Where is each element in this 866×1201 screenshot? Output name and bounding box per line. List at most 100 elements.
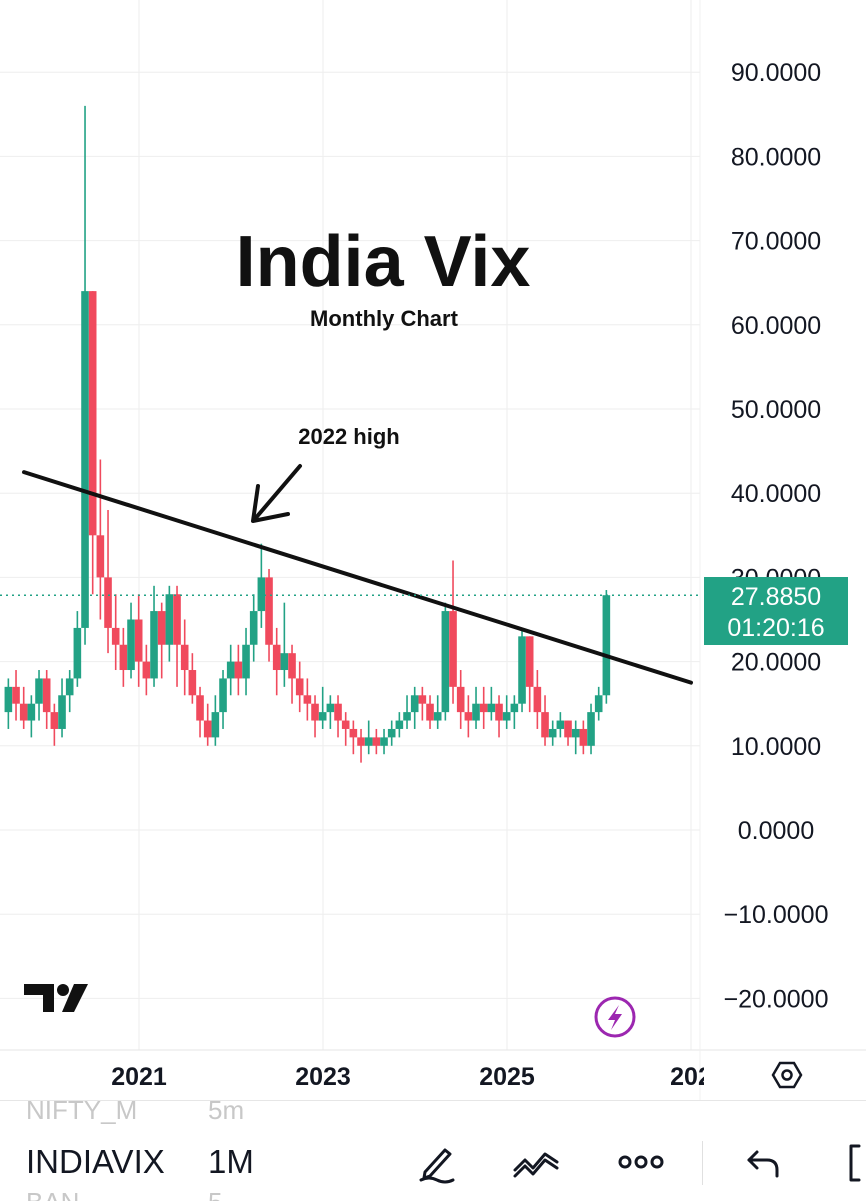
candle-body-down xyxy=(479,703,488,713)
indicators-button[interactable] xyxy=(510,1135,564,1189)
x-axis[interactable]: 2021 2023 2025 202 xyxy=(0,0,866,1100)
price-chart[interactable]: India Vix Monthly Chart 2022 high 90.0000 8… xyxy=(0,0,866,1100)
candle-body-up xyxy=(127,619,135,671)
y-tick-label: 60.0000 xyxy=(731,312,821,340)
candle-body-down xyxy=(464,712,473,721)
candle xyxy=(372,728,381,755)
candle-body-down xyxy=(456,686,465,713)
ghost-symbol-row-bottom[interactable]: BAN 5 xyxy=(26,1187,222,1201)
candle xyxy=(180,619,189,696)
y-tick-label: −10.0000 xyxy=(724,901,829,929)
candle-body-up xyxy=(433,712,442,721)
candle-body-down xyxy=(449,611,457,687)
candle-body-up xyxy=(410,695,419,713)
ghost-timeframe-bottom: 5 xyxy=(208,1187,222,1201)
x-tick-label: 2021 xyxy=(111,1063,167,1091)
candle-body-up xyxy=(73,627,82,679)
candle xyxy=(19,686,28,729)
candle-body-down xyxy=(533,686,542,713)
candle-body-down xyxy=(272,644,281,671)
candle-body-up xyxy=(571,728,580,738)
candle xyxy=(349,720,358,755)
indicators-icon xyxy=(513,1152,559,1178)
candle xyxy=(525,636,534,713)
active-symbol[interactable]: INDIAVIX xyxy=(26,1143,165,1180)
candle xyxy=(12,670,20,721)
candle-body-down xyxy=(525,636,534,687)
y-tick-label: 80.0000 xyxy=(731,143,821,171)
undo-button[interactable] xyxy=(736,1135,790,1189)
settings-icon[interactable] xyxy=(771,1061,803,1089)
candle xyxy=(380,728,388,755)
annotation-text: 2022 high xyxy=(298,424,399,449)
x-tick-label: 2023 xyxy=(295,1063,351,1091)
undo-icon xyxy=(747,1150,779,1178)
active-symbol-row[interactable]: INDIAVIX 1M xyxy=(26,1143,254,1181)
current-price-badge[interactable]: 27.8850 01:20:16 xyxy=(704,577,848,645)
axis-corner xyxy=(704,1052,866,1100)
candle-body-up xyxy=(219,678,227,713)
current-price-label: 27.8850 xyxy=(731,583,821,611)
candle-body-down xyxy=(203,720,212,738)
fullscreen-button[interactable] xyxy=(838,1135,866,1189)
candle xyxy=(165,585,174,662)
candle xyxy=(602,590,611,704)
logo-part xyxy=(62,984,88,1012)
candle xyxy=(234,644,243,696)
candle-body-up xyxy=(487,703,496,713)
candle xyxy=(441,602,450,721)
chart-title: India Vix xyxy=(236,222,531,302)
candle-body-up xyxy=(403,712,411,721)
candle xyxy=(42,670,51,729)
candle xyxy=(265,568,273,662)
candle xyxy=(456,670,465,729)
candle xyxy=(579,720,588,755)
lightning-icon[interactable] xyxy=(594,996,636,1038)
trendline[interactable] xyxy=(22,470,693,685)
candle-body-down xyxy=(196,695,204,721)
candle xyxy=(403,695,411,729)
candle-body-up xyxy=(81,291,89,628)
candle xyxy=(73,611,82,687)
candle xyxy=(433,695,442,729)
candle-body-down xyxy=(341,720,350,729)
candle xyxy=(564,720,572,746)
candle xyxy=(272,627,281,696)
draw-button[interactable] xyxy=(410,1135,464,1189)
y-tick-label: 20.0000 xyxy=(731,649,821,677)
candle-body-up xyxy=(165,594,174,645)
candle xyxy=(418,686,427,721)
y-tick-label: 10.0000 xyxy=(731,733,821,761)
candle xyxy=(119,627,128,687)
candle xyxy=(472,686,480,729)
candle-body-up xyxy=(242,644,250,679)
more-button[interactable] xyxy=(614,1135,668,1189)
candle xyxy=(502,695,511,729)
symbol-toolbar: NIFTY_M 5m INDIAVIX 1M BAN 5 xyxy=(0,1100,866,1201)
candle-body-down xyxy=(19,703,28,721)
candle-body-up xyxy=(472,703,480,721)
ghost-symbol-row-top[interactable]: NIFTY_M 5m xyxy=(26,1101,244,1126)
candle-body-up xyxy=(548,728,557,738)
candle-body-down xyxy=(579,728,588,746)
draw-pen-icon xyxy=(419,1148,455,1184)
candle xyxy=(387,720,396,746)
candle-body-up xyxy=(387,728,396,738)
candle xyxy=(203,703,212,746)
candle-body-up xyxy=(280,653,289,671)
settings-dot xyxy=(781,1069,793,1081)
candle-body-up xyxy=(35,678,43,704)
tradingview-logo-icon[interactable] xyxy=(24,984,88,1012)
candle-body-up xyxy=(211,712,220,738)
candle xyxy=(211,695,220,746)
candle-body-down xyxy=(134,619,143,662)
candle-body-down xyxy=(357,737,365,746)
active-timeframe[interactable]: 1M xyxy=(208,1143,254,1180)
candle xyxy=(58,678,66,738)
chart-subtitle: Monthly Chart xyxy=(310,306,459,331)
toolbar-separator xyxy=(702,1141,703,1185)
fullscreen-icon xyxy=(849,1144,861,1182)
y-axis[interactable]: 90.0000 80.0000 70.0000 60.0000 50.0000 40.00… xyxy=(704,59,848,1013)
annotation-arrow xyxy=(251,464,302,523)
logo-part xyxy=(57,984,69,996)
